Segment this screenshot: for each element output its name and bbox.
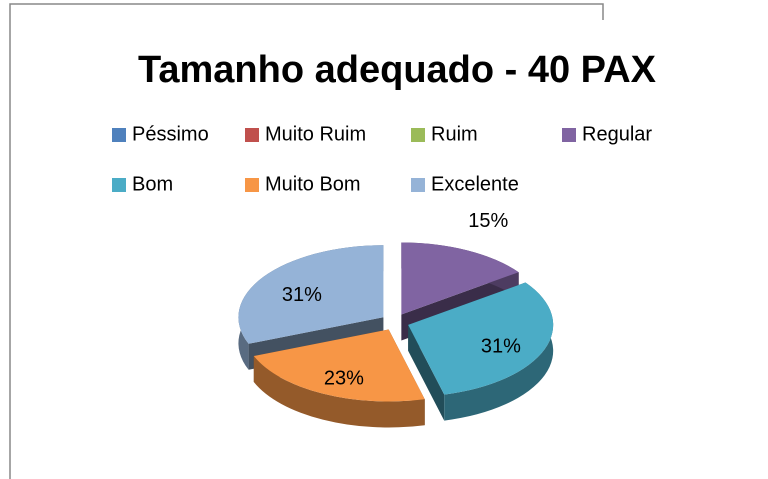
legend-swatch (411, 178, 425, 192)
chart-title: Tamanho adequado - 40 PAX (138, 49, 657, 91)
legend-label: Muito Bom (265, 173, 361, 195)
data-label: 15% (468, 210, 508, 232)
slice-wall (444, 282, 554, 421)
legend-label: Ruim (431, 123, 478, 145)
legend-swatch (245, 178, 259, 192)
data-label: 31% (481, 336, 521, 358)
legend-label: Péssimo (132, 123, 209, 145)
pie-slice (408, 282, 554, 421)
slice-top (408, 282, 554, 395)
chart-border (9, 3, 604, 479)
data-label: 31% (282, 284, 322, 306)
legend-swatch (245, 128, 259, 142)
slice-side (408, 324, 445, 421)
data-label: 23% (324, 367, 364, 389)
legend-label: Regular (582, 123, 652, 145)
legend-swatch (562, 128, 576, 142)
slice-top (238, 245, 384, 344)
legend-swatch (112, 128, 126, 142)
legend-label: Excelente (431, 173, 519, 195)
legend-label: Muito Ruim (265, 123, 366, 145)
legend-swatch (411, 128, 425, 142)
slice-top (253, 329, 425, 402)
slice-top (401, 242, 519, 315)
pie-slice (253, 329, 425, 428)
legend-swatch (112, 178, 126, 192)
slice-wall (253, 355, 425, 428)
legend-label: Bom (132, 173, 173, 195)
